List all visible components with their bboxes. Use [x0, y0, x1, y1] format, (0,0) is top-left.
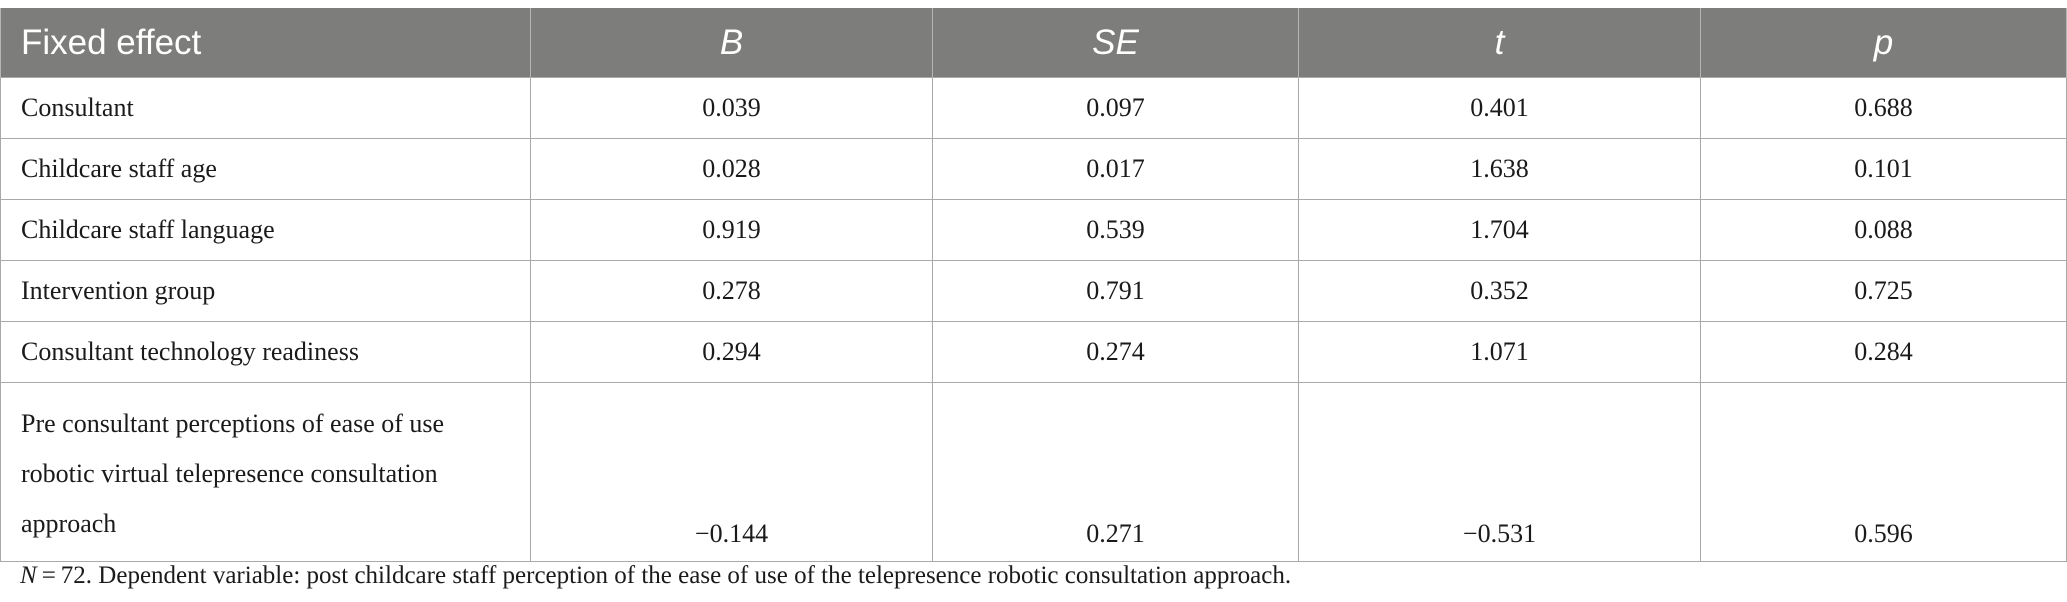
cell-p: 0.284 [1700, 321, 2067, 383]
cell-t: 1.704 [1298, 199, 1701, 261]
cell-t: 1.638 [1298, 138, 1701, 200]
cell-b: 0.028 [530, 138, 933, 200]
row-label: Childcare staff language [0, 199, 531, 261]
header-t: t [1298, 8, 1701, 78]
cell-se: 0.271 [932, 382, 1299, 562]
cell-t: −0.531 [1298, 382, 1701, 562]
cell-p: 0.088 [1700, 199, 2067, 261]
row-label: Intervention group [0, 260, 531, 322]
cell-p: 0.596 [1700, 382, 2067, 562]
cell-p: 0.725 [1700, 260, 2067, 322]
header-fixed-effect: Fixed effect [0, 8, 531, 78]
header-se: SE [932, 8, 1299, 78]
row-label: Consultant technology readiness [0, 321, 531, 383]
table-row: Childcare staff language 0.919 0.539 1.7… [0, 199, 2067, 261]
cell-t: 0.401 [1298, 77, 1701, 139]
table-header: Fixed effect B SE t p [0, 8, 2067, 78]
footnote-text: Dependent variable: post childcare staff… [92, 562, 1292, 589]
table-row: Childcare staff age 0.028 0.017 1.638 0.… [0, 138, 2067, 200]
cell-b: 0.919 [530, 199, 933, 261]
table-footnote: N = 72. Dependent variable: post childca… [20, 562, 1291, 590]
header-p: p [1700, 8, 2067, 78]
footnote-n-value: = 72. [36, 562, 93, 589]
cell-se: 0.791 [932, 260, 1299, 322]
row-label: Childcare staff age [0, 138, 531, 200]
cell-se: 0.274 [932, 321, 1299, 383]
footnote-n-label: N [20, 562, 37, 589]
cell-se: 0.017 [932, 138, 1299, 200]
header-b: B [530, 8, 933, 78]
table-row: Consultant 0.039 0.097 0.401 0.688 [0, 77, 2067, 139]
cell-t: 0.352 [1298, 260, 1701, 322]
header-row: Fixed effect B SE t p [0, 8, 2067, 78]
results-table-container: Fixed effect B SE t p Consultant 0.039 0… [0, 8, 2067, 562]
row-label: Consultant [0, 77, 531, 139]
table-body: Consultant 0.039 0.097 0.401 0.688 Child… [0, 77, 2067, 562]
cell-se: 0.539 [932, 199, 1299, 261]
cell-b: 0.278 [530, 260, 933, 322]
cell-b: 0.039 [530, 77, 933, 139]
cell-b: 0.294 [530, 321, 933, 383]
cell-se: 0.097 [932, 77, 1299, 139]
table-row: Pre consultant perceptions of ease of us… [0, 382, 2067, 562]
table-row: Intervention group 0.278 0.791 0.352 0.7… [0, 260, 2067, 322]
fixed-effects-table: Fixed effect B SE t p Consultant 0.039 0… [0, 8, 2067, 562]
cell-p: 0.688 [1700, 77, 2067, 139]
cell-p: 0.101 [1700, 138, 2067, 200]
cell-t: 1.071 [1298, 321, 1701, 383]
table-row: Consultant technology readiness 0.294 0.… [0, 321, 2067, 383]
cell-b: −0.144 [530, 382, 933, 562]
row-label: Pre consultant perceptions of ease of us… [0, 382, 531, 562]
